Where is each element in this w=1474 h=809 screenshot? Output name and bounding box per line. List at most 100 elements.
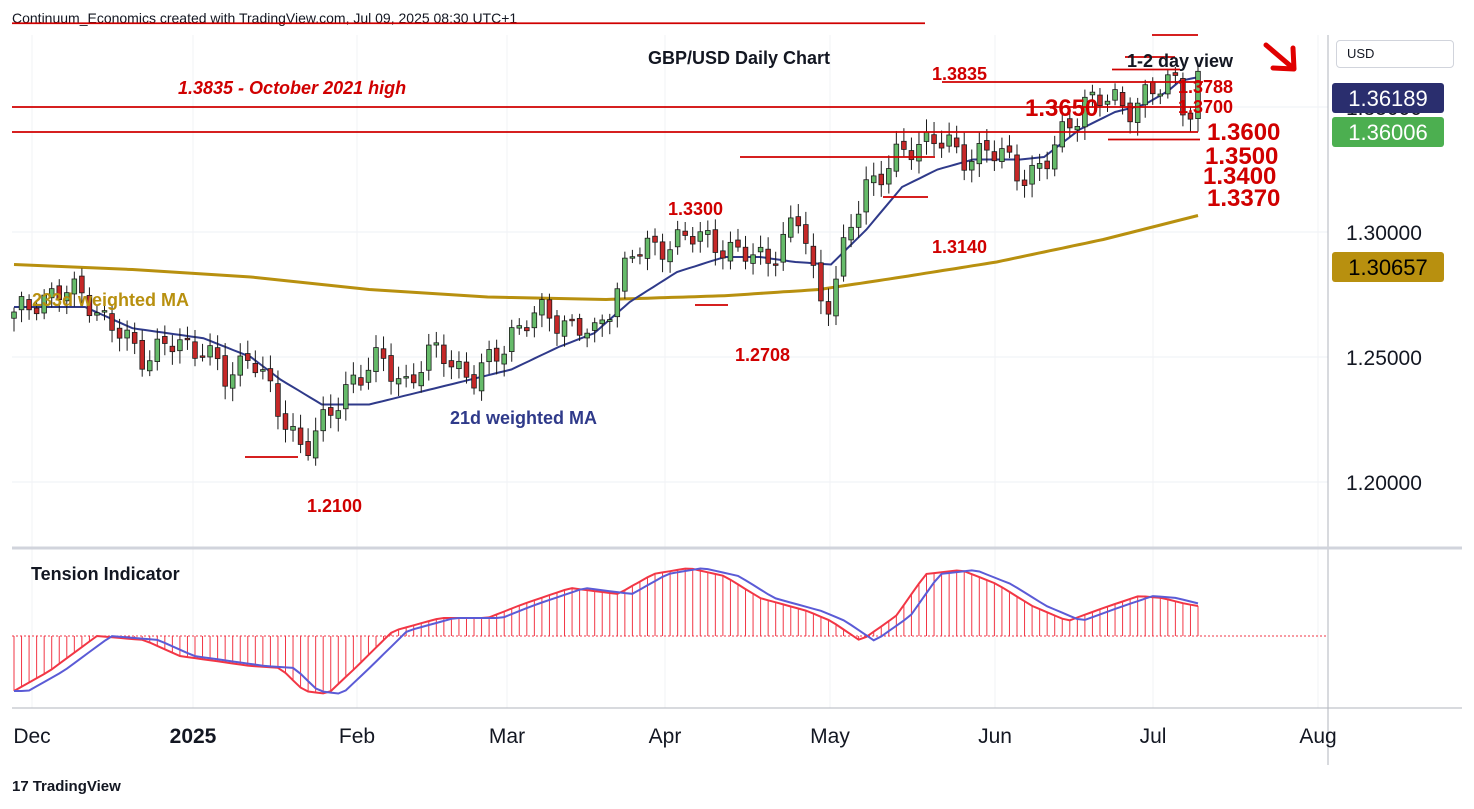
- level-label-1.3700: 1.3700: [1178, 97, 1233, 117]
- candle: [418, 361, 424, 393]
- candle: [908, 137, 915, 170]
- candle: [1119, 86, 1126, 115]
- candle: [878, 160, 884, 197]
- candle: [1006, 135, 1013, 159]
- candle: [267, 355, 274, 393]
- candle-body-down: [297, 427, 304, 445]
- tension-indicator-title: Tension Indicator: [31, 564, 180, 584]
- candle-body-up: [591, 322, 598, 331]
- candle-body-up: [335, 410, 342, 419]
- candle-body-down: [56, 285, 62, 301]
- candle-body-up: [705, 230, 711, 235]
- candle-body-up: [516, 325, 523, 329]
- candle: [953, 125, 960, 154]
- candle: [614, 282, 621, 328]
- candle: [41, 289, 47, 320]
- candle: [312, 417, 319, 466]
- candle-body-up: [1089, 91, 1096, 96]
- price-tick-label: 1.20000: [1346, 472, 1422, 495]
- candle: [237, 343, 243, 387]
- candle-body-up: [260, 369, 266, 372]
- candle-body-up: [539, 299, 545, 316]
- candle: [886, 155, 892, 194]
- candle-body-down: [938, 142, 945, 149]
- candle: [177, 328, 183, 364]
- candle-body-down: [471, 374, 477, 389]
- candle-body-down: [388, 355, 394, 382]
- candle-body-up: [1165, 74, 1171, 95]
- candle-body-up: [780, 233, 786, 263]
- candle: [320, 396, 326, 442]
- candle: [629, 249, 636, 264]
- candle-body-down: [1021, 179, 1028, 186]
- down-arrow-icon: [1263, 42, 1297, 72]
- candle: [1036, 153, 1043, 181]
- candle: [712, 219, 719, 266]
- candle: [772, 251, 779, 277]
- candle: [637, 247, 643, 265]
- candle: [674, 220, 681, 255]
- time-tick-label: Jul: [1140, 725, 1167, 748]
- candle: [825, 288, 832, 326]
- candle-body-down: [803, 224, 809, 244]
- candle-body-down: [184, 337, 191, 341]
- level-label-1.3140: 1.3140: [932, 237, 987, 257]
- candle-body-down: [569, 318, 575, 322]
- candle: [290, 413, 296, 442]
- price-badge-label: 1.36006: [1348, 120, 1428, 145]
- candle: [456, 351, 462, 379]
- candle-body-up: [561, 320, 568, 337]
- candle: [124, 320, 130, 351]
- price-badge-label: 1.36189: [1348, 86, 1428, 111]
- candle: [591, 317, 598, 343]
- candle: [275, 370, 281, 430]
- candle: [599, 314, 605, 337]
- candle-body-down: [659, 241, 666, 260]
- candle-body-down: [328, 407, 334, 416]
- level-label-1.3788: 1.3788: [1178, 77, 1233, 97]
- candle: [350, 362, 357, 394]
- candle: [984, 129, 990, 163]
- candle-body-up: [207, 345, 213, 358]
- candle: [64, 285, 70, 315]
- candle: [569, 314, 575, 327]
- candle: [667, 241, 673, 273]
- candle: [946, 122, 952, 153]
- candle: [742, 235, 749, 270]
- candle-body-up: [41, 294, 47, 314]
- candle-body-up: [343, 384, 349, 410]
- price-badge-bg: [1332, 252, 1444, 282]
- candle: [622, 251, 628, 299]
- chart-subtitle: 1-2 day view: [1127, 51, 1234, 71]
- candle: [720, 240, 726, 270]
- candle-body-down: [878, 173, 884, 186]
- currency-selector[interactable]: USD: [1336, 40, 1454, 68]
- candle-body-up: [101, 310, 108, 313]
- candle-body-up: [124, 329, 130, 339]
- candle: [463, 352, 470, 384]
- candle-body-down: [795, 216, 802, 227]
- candle-body-down: [358, 377, 364, 386]
- time-tick-label: May: [810, 725, 850, 748]
- candle-body-down: [720, 250, 726, 259]
- level-label-1.2100: 1.2100: [307, 496, 362, 516]
- candle: [48, 282, 55, 308]
- candle-body-down: [252, 363, 259, 374]
- time-tick-label: Feb: [339, 725, 375, 748]
- candle-body-up: [629, 256, 636, 259]
- wma-233-series: [13, 214, 1199, 302]
- candle: [380, 336, 387, 372]
- candle: [855, 200, 862, 238]
- candle: [546, 293, 553, 332]
- candle: [86, 287, 93, 323]
- candle: [1195, 64, 1201, 132]
- price-badges: 1.36189 1.36006 1.30657: [1332, 83, 1444, 282]
- candle-body-down: [991, 151, 998, 162]
- candle-body-down: [192, 341, 198, 359]
- candle-body-down: [901, 140, 907, 150]
- candle-body-down: [275, 383, 281, 417]
- candle: [1104, 94, 1111, 112]
- candle: [214, 335, 221, 371]
- candle-body-up: [1074, 126, 1081, 131]
